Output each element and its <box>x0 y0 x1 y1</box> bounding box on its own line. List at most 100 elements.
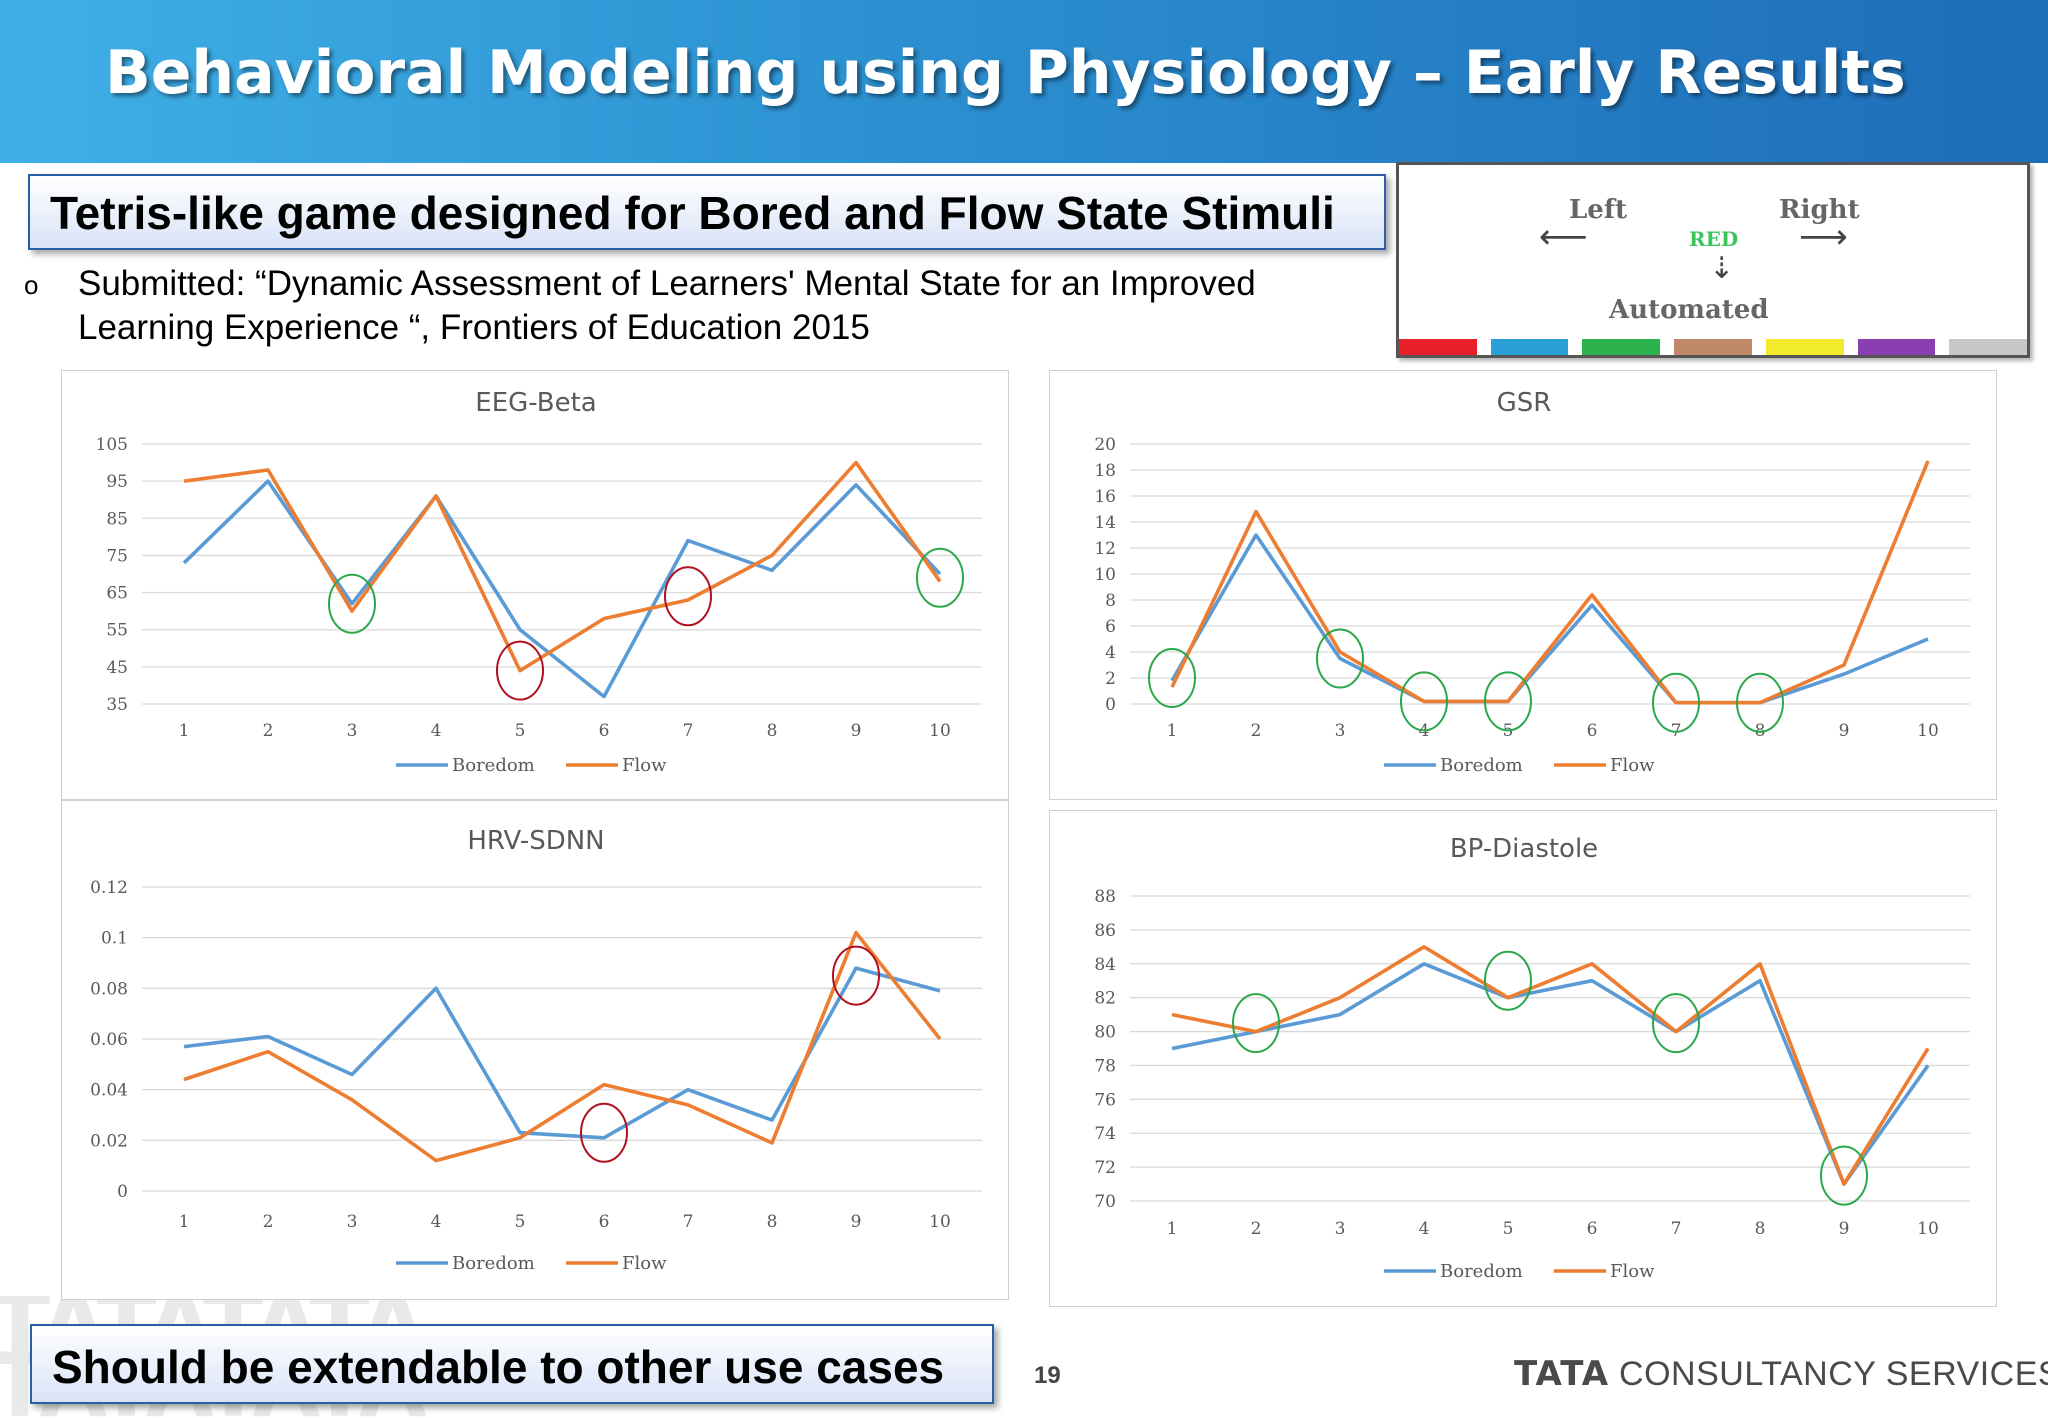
x-tick-label: 1 <box>179 721 190 741</box>
red-marker-circle <box>496 640 544 701</box>
y-tick-label: 18 <box>1094 461 1116 481</box>
green-marker-circle <box>1736 672 1784 733</box>
color-swatch <box>1949 339 2028 355</box>
y-tick-label: 10 <box>1094 565 1116 585</box>
hrv-sdnn-chart: HRV-SDNN 0.12 0.1 0.08 0.06 0.04 0.02 0 1 2 3 4 5 6 7 8… <box>61 800 1009 1300</box>
x-tick-label: 3 <box>1335 1219 1346 1239</box>
x-tick-label: 5 <box>515 721 526 741</box>
x-tick-label: 4 <box>431 1212 442 1232</box>
y-tick-label: 35 <box>106 695 128 715</box>
x-tick-label: 7 <box>683 1212 694 1232</box>
bullet-marker: o <box>24 270 39 300</box>
chart-title: GSR <box>1497 388 1552 418</box>
y-tick-label: 8 <box>1105 591 1116 611</box>
automated-label: Automated <box>1609 295 1769 325</box>
y-tick-label: 95 <box>106 472 128 492</box>
x-tick-label: 2 <box>263 1212 274 1232</box>
green-marker-circle <box>1652 993 1700 1054</box>
x-tick-label: 8 <box>767 1212 778 1232</box>
legend-label: Boredom <box>452 1253 535 1274</box>
color-swatch <box>1582 339 1661 355</box>
y-tick-label: 72 <box>1094 1158 1116 1178</box>
series-line-boredom <box>182 479 942 699</box>
y-tick-label: 105 <box>96 435 128 455</box>
y-tick-label: 45 <box>106 658 128 678</box>
title-banner: Behavioral Modeling using Physiology – E… <box>0 0 2048 163</box>
y-tick-label: 78 <box>1094 1056 1116 1076</box>
x-tick-label: 5 <box>1503 1219 1514 1239</box>
x-tick-label: 1 <box>1167 721 1178 741</box>
x-tick-label: 3 <box>347 1212 358 1232</box>
slide-title: Behavioral Modeling using Physiology – E… <box>105 38 1906 108</box>
green-marker-circle <box>1484 671 1532 732</box>
submission-note: Submitted: “Dynamic Assessment of Learne… <box>78 264 1256 347</box>
legend-label: Flow <box>622 1253 667 1274</box>
right-label: Right <box>1779 195 1860 225</box>
chart-title: BP-Diastole <box>1450 834 1598 864</box>
y-tick-label: 0.08 <box>90 979 128 999</box>
series-line-boredom <box>1170 533 1929 705</box>
red-label: RED <box>1689 227 1739 251</box>
y-tick-label: 12 <box>1094 539 1116 559</box>
green-marker-circle <box>328 573 376 634</box>
game-description-callout: Tetris-like game designed for Bored and … <box>28 174 1386 250</box>
x-tick-label: 2 <box>263 721 274 741</box>
y-tick-label: 65 <box>106 584 128 604</box>
x-tick-label: 9 <box>851 721 862 741</box>
x-tick-label: 2 <box>1251 1219 1262 1239</box>
x-tick-label: 4 <box>1419 1219 1430 1239</box>
x-tick-label: 9 <box>1839 1219 1850 1239</box>
green-marker-circle <box>1820 1145 1868 1206</box>
y-tick-label: 70 <box>1094 1192 1116 1212</box>
green-marker-circle <box>1484 950 1532 1011</box>
x-tick-label: 2 <box>1251 721 1262 741</box>
red-marker-circle <box>664 566 712 627</box>
x-tick-label: 3 <box>347 721 358 741</box>
y-tick-label: 0 <box>117 1182 128 1202</box>
y-tick-label: 75 <box>106 546 128 566</box>
x-tick-label: 8 <box>767 721 778 741</box>
y-tick-label: 16 <box>1094 487 1116 507</box>
legend-label: Flow <box>1610 1261 1655 1282</box>
eeg-beta-chart: EEG-Beta 105 95 85 75 65 55 45 35 1 2 3 4 5 6 7 8 9 10 Bore… <box>61 370 1009 800</box>
x-tick-label: 3 <box>1335 721 1346 741</box>
y-tick-label: 14 <box>1094 513 1116 533</box>
x-tick-label: 7 <box>1671 1219 1682 1239</box>
y-tick-label: 80 <box>1094 1023 1116 1043</box>
x-tick-label: 9 <box>851 1212 862 1232</box>
x-tick-label: 8 <box>1755 1219 1766 1239</box>
x-tick-label: 9 <box>1839 721 1850 741</box>
color-swatch <box>1857 339 1936 355</box>
legend-label: Boredom <box>452 755 535 776</box>
y-tick-label: 0.02 <box>90 1131 128 1151</box>
x-tick-label: 1 <box>179 1212 190 1232</box>
series-line-flow <box>183 460 942 673</box>
legend-label: Boredom <box>1440 755 1523 776</box>
x-tick-label: 4 <box>431 721 442 741</box>
tcs-logo: TATA CONSULTANCY SERVICES <box>1514 1354 2048 1394</box>
y-tick-label: 0.1 <box>101 929 128 949</box>
x-tick-label: 6 <box>599 1212 610 1232</box>
y-tick-label: 2 <box>1105 669 1116 689</box>
arrow-down-icon: ⇣ <box>1709 251 1735 286</box>
red-marker-circle <box>580 1102 628 1163</box>
chart-title: HRV-SDNN <box>467 826 604 856</box>
x-tick-label: 10 <box>1917 721 1939 741</box>
x-tick-label: 5 <box>515 1212 526 1232</box>
series-line-flow <box>183 930 942 1163</box>
x-tick-label: 10 <box>929 1212 951 1232</box>
green-marker-circle <box>1232 993 1280 1054</box>
y-tick-label: 76 <box>1094 1090 1116 1110</box>
y-tick-label: 20 <box>1094 435 1116 455</box>
x-tick-label: 6 <box>1587 721 1598 741</box>
bp-diastole-chart: BP-Diastole 88 86 84 82 80 78 76 74 72 70 1 2 3 4 5 6 7 8 9… <box>1049 810 1997 1307</box>
x-tick-label: 1 <box>1167 1219 1178 1239</box>
y-tick-label: 6 <box>1105 617 1116 637</box>
chart-svg: HRV-SDNN 0.12 0.1 0.08 0.06 0.04 0.02 0 1 2 3 4 5 6 7 8… <box>90 826 982 1274</box>
y-tick-label: 0.12 <box>90 878 128 898</box>
y-tick-label: 82 <box>1094 989 1116 1009</box>
green-marker-circle <box>1148 648 1196 708</box>
